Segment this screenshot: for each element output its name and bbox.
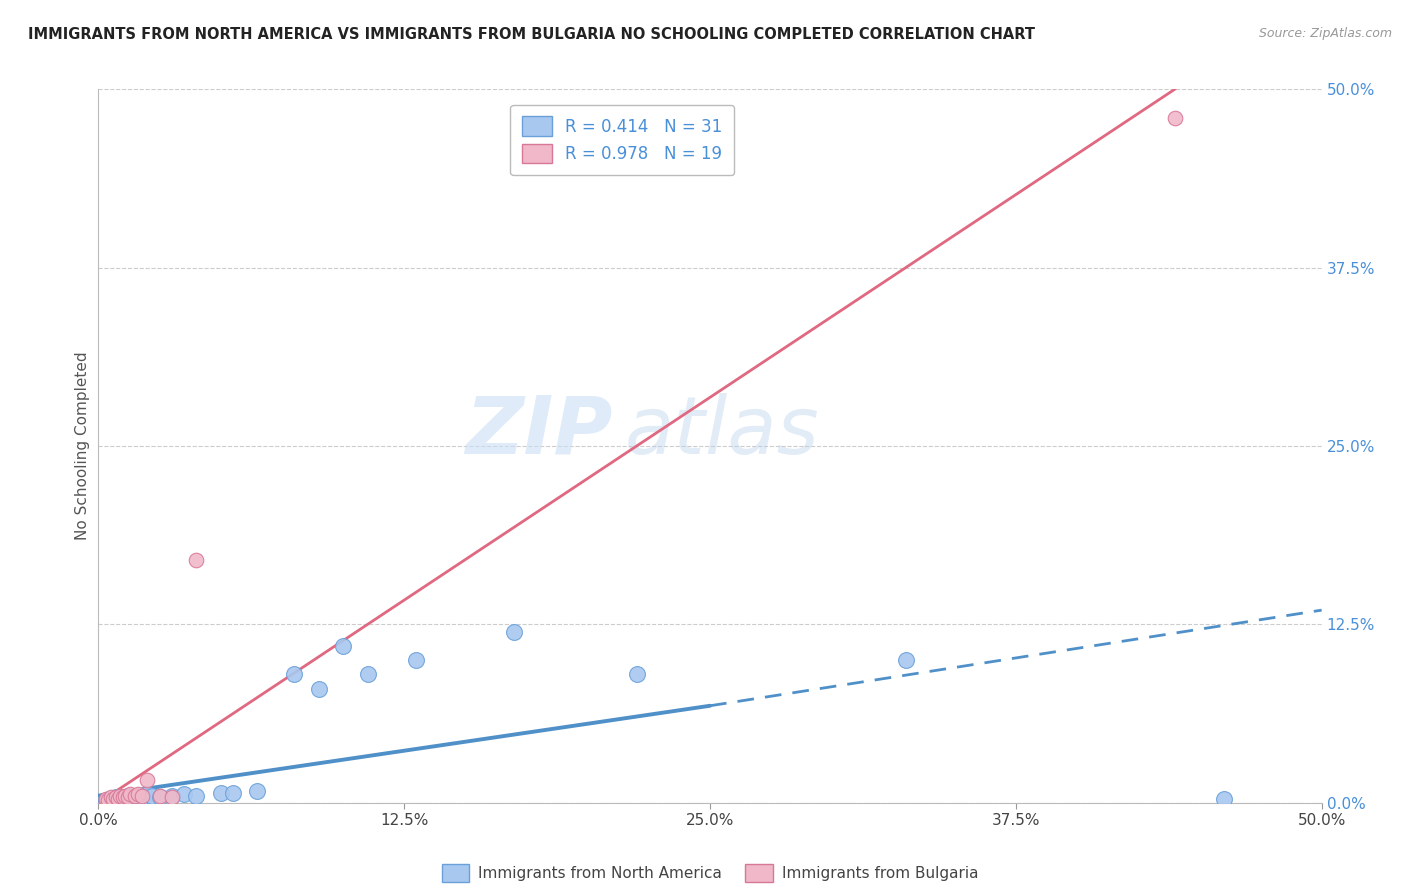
Point [131,790,153,805]
Point [503,624,526,639]
Point [101,794,124,808]
Text: Source: ZipAtlas.com: Source: ZipAtlas.com [1258,27,1392,40]
Point [114,791,136,805]
Point [136,787,159,801]
Point [120,790,142,805]
Text: atlas: atlas [624,392,820,471]
Point [111,790,134,805]
Point [332,639,354,653]
Point [117,790,139,805]
Point [131,789,153,803]
Point [136,772,159,787]
Point [141,789,163,803]
Text: IMMIGRANTS FROM NORTH AMERICA VS IMMIGRANTS FROM BULGARIA NO SCHOOLING COMPLETED: IMMIGRANTS FROM NORTH AMERICA VS IMMIGRA… [28,27,1035,42]
Point [124,789,146,803]
Point [107,793,129,807]
Point [173,787,195,801]
Point [110,791,132,805]
Point [894,653,917,667]
Point [104,790,127,805]
Point [127,787,149,801]
Point [94,791,117,805]
Y-axis label: No Schooling Completed: No Schooling Completed [75,351,90,541]
Point [111,790,134,805]
Point [94,793,117,807]
Point [149,789,172,803]
Point [209,786,232,800]
Point [124,791,146,805]
Point [107,791,129,805]
Point [117,789,139,803]
Point [356,667,378,681]
Point [114,789,136,803]
Point [160,789,183,803]
Point [100,790,122,805]
Point [405,653,427,667]
Point [186,789,208,803]
Point [120,787,142,801]
Point [308,681,330,696]
Point [127,789,149,803]
Legend: Immigrants from North America, Immigrants from Bulgaria: Immigrants from North America, Immigrant… [436,858,984,888]
Point [160,790,183,805]
Point [186,553,208,567]
Point [97,793,120,807]
Point [626,667,648,681]
Point [101,791,124,805]
Point [283,667,305,681]
Point [149,790,172,805]
Text: ZIP: ZIP [465,392,612,471]
Point [110,789,132,803]
Point [104,790,127,805]
Point [100,791,122,805]
Point [246,784,269,798]
Point [222,786,245,800]
Point [1164,111,1187,125]
Point [1212,791,1234,805]
